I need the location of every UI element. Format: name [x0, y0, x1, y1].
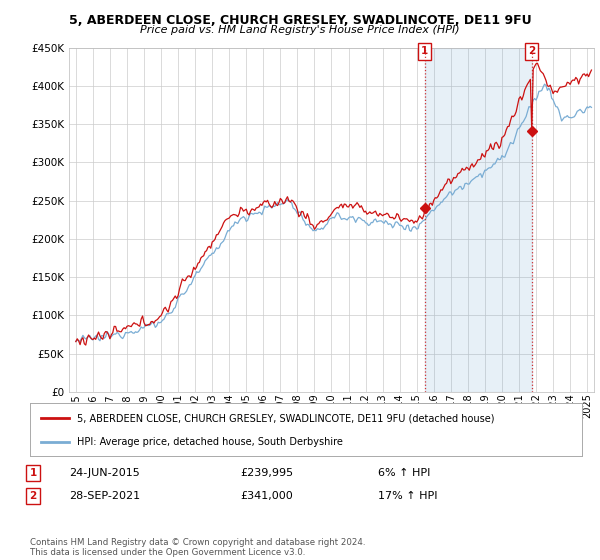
Text: 17% ↑ HPI: 17% ↑ HPI — [378, 491, 437, 501]
Text: 1: 1 — [29, 468, 37, 478]
Text: Contains HM Land Registry data © Crown copyright and database right 2024.
This d: Contains HM Land Registry data © Crown c… — [30, 538, 365, 557]
Text: 2: 2 — [29, 491, 37, 501]
Text: 5, ABERDEEN CLOSE, CHURCH GRESLEY, SWADLINCOTE, DE11 9FU: 5, ABERDEEN CLOSE, CHURCH GRESLEY, SWADL… — [68, 14, 532, 27]
Text: 6% ↑ HPI: 6% ↑ HPI — [378, 468, 430, 478]
Text: HPI: Average price, detached house, South Derbyshire: HPI: Average price, detached house, Sout… — [77, 436, 343, 446]
Text: 28-SEP-2021: 28-SEP-2021 — [69, 491, 140, 501]
Text: Price paid vs. HM Land Registry's House Price Index (HPI): Price paid vs. HM Land Registry's House … — [140, 25, 460, 35]
Text: 24-JUN-2015: 24-JUN-2015 — [69, 468, 140, 478]
Text: 1: 1 — [421, 46, 428, 57]
Text: £341,000: £341,000 — [240, 491, 293, 501]
Text: 5, ABERDEEN CLOSE, CHURCH GRESLEY, SWADLINCOTE, DE11 9FU (detached house): 5, ABERDEEN CLOSE, CHURCH GRESLEY, SWADL… — [77, 413, 494, 423]
Bar — [425, 48, 532, 392]
Text: 2: 2 — [528, 46, 535, 57]
Text: £239,995: £239,995 — [240, 468, 293, 478]
